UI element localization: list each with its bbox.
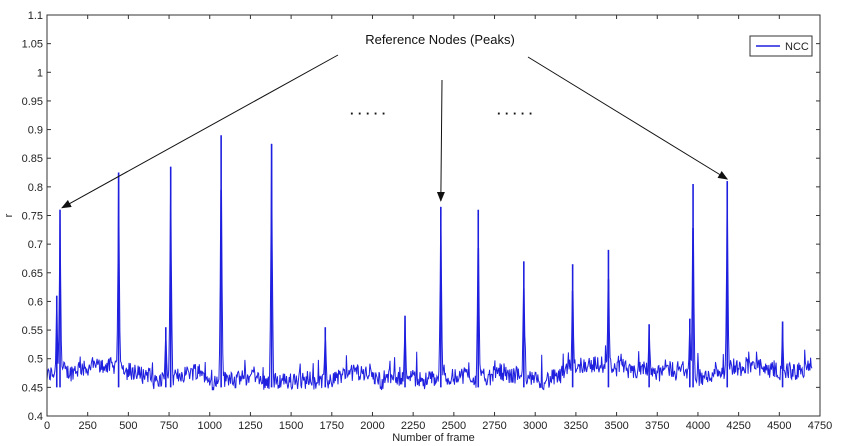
- y-tick-label: 0.45: [22, 382, 43, 394]
- x-tick-label: 750: [160, 420, 178, 432]
- annotation-title: Reference Nodes (Peaks): [365, 32, 515, 47]
- legend: NCC: [749, 35, 813, 57]
- legend-box: [749, 35, 813, 57]
- x-tick-label: 1250: [238, 420, 262, 432]
- x-tick-label: 250: [79, 420, 97, 432]
- annotation-arrow: [436, 79, 445, 202]
- x-tick-label: 3500: [604, 420, 628, 432]
- x-tick-label: 2500: [442, 420, 466, 432]
- x-axis-label: Number of frame: [392, 432, 475, 444]
- y-axis-label: r: [3, 213, 15, 217]
- x-tick-label: 0: [44, 420, 50, 432]
- x-tick-label: 1000: [197, 420, 221, 432]
- y-tick-label: 0.95: [22, 96, 43, 108]
- ellipsis-dots-left: · · · · ·: [350, 106, 386, 121]
- x-tick-label: 2750: [482, 420, 506, 432]
- series-ncc-line: [46, 143, 813, 391]
- ellipsis-dots-right: · · · · ·: [497, 106, 533, 121]
- y-tick-label: 0.7: [28, 239, 43, 251]
- x-tick-label: 1500: [279, 420, 303, 432]
- x-tick-label: 3750: [645, 420, 669, 432]
- x-tick-label: 500: [119, 420, 137, 432]
- y-tick-label: 1.1: [28, 10, 43, 22]
- x-tick-label: 3250: [564, 420, 588, 432]
- y-tick-label: 0.6: [28, 296, 43, 308]
- y-tick-label: 0.85: [22, 153, 43, 165]
- legend-entry-ncc: NCC: [785, 41, 809, 53]
- x-tick-label: 2000: [360, 420, 384, 432]
- x-tick-label: 2250: [401, 420, 425, 432]
- ticks-layer: 0 250 500 750 1000 1250 1500 1750 2000 2250 2500 27…: [22, 10, 833, 432]
- x-tick-label: 3000: [523, 420, 547, 432]
- y-tick-label: 1.05: [22, 39, 43, 51]
- annotation-arrow: [61, 54, 339, 209]
- x-tick-label: 4250: [726, 420, 750, 432]
- x-tick-label: 4000: [686, 420, 710, 432]
- y-tick-label: 0.55: [22, 325, 43, 337]
- y-tick-label: 0.9: [28, 125, 43, 137]
- y-tick-label: 0.75: [22, 211, 43, 223]
- y-tick-label: 0.5: [28, 354, 43, 366]
- y-tick-label: 1: [37, 67, 43, 79]
- x-tick-label: 1750: [320, 420, 344, 432]
- x-tick-label: 4750: [808, 420, 832, 432]
- annotation-layer: [61, 54, 729, 209]
- series-layer: [46, 135, 813, 391]
- y-tick-label: 0.8: [28, 182, 43, 194]
- x-tick-label: 4500: [767, 420, 791, 432]
- y-tick-label: 0.65: [22, 268, 43, 280]
- annotation-arrow: [527, 56, 729, 180]
- y-tick-label: 0.4: [28, 411, 43, 423]
